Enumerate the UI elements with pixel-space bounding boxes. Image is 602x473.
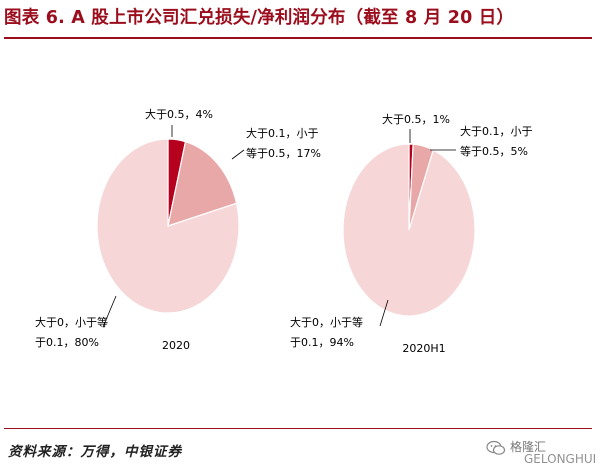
leader-line bbox=[231, 149, 245, 160]
slice-label-line: 大于0，小于等 bbox=[290, 315, 363, 329]
leader-line bbox=[102, 295, 117, 328]
wechat-icon bbox=[486, 440, 506, 455]
slice-label-line: 于0.1，80% bbox=[35, 336, 99, 349]
slice-label: 大于0.5，4% bbox=[145, 107, 213, 121]
slice-label: 大于0.1，小于等于0.5，5% bbox=[460, 124, 533, 158]
slice-label-line: 等于0.5，17% bbox=[246, 146, 321, 160]
watermark-line1: 格隆汇 bbox=[510, 440, 547, 454]
watermark: 格隆汇 GELONGHUI bbox=[486, 438, 598, 470]
slice-label: 大于0.5，1% bbox=[382, 112, 450, 126]
slice-label-line: 于0.1，94% bbox=[290, 336, 354, 349]
slice-label: 大于0.1，小于等于0.5，17% bbox=[246, 126, 321, 160]
pie-slice bbox=[342, 143, 476, 317]
slice-label-line: 大于0.1，小于 bbox=[246, 126, 319, 140]
pie-slice bbox=[167, 140, 238, 227]
source-note: 资料来源：万得，中银证券 bbox=[8, 444, 182, 460]
slice-label-line: 大于0.1，小于 bbox=[460, 124, 533, 138]
watermark-line2: GELONGHUI bbox=[524, 452, 597, 466]
slice-label: 大于0，小于等于0.1，80% bbox=[35, 315, 108, 349]
title-rule bbox=[4, 37, 592, 39]
slice-label-line: 大于0，小于等 bbox=[35, 315, 108, 329]
pie-xlabel: 2020 bbox=[162, 339, 190, 352]
chart-title: 图表 6. A 股上市公司汇兑损失/净利润分布（截至 8 月 20 日） bbox=[4, 8, 515, 28]
pie-chart-1: 大于0.5，4% 大于0.1，小于等于0.5，17% 大于0，小于等于0.1，80%… bbox=[35, 107, 321, 352]
pie-xlabel: 2020H1 bbox=[402, 342, 445, 355]
slice-label: 大于0，小于等于0.1，94% bbox=[290, 315, 363, 349]
pie-chart-2: 大于0.5，1% 大于0.1，小于等于0.5，5% 大于0，小于等于0.1，94% 2… bbox=[290, 112, 533, 355]
pie-slice bbox=[96, 138, 240, 314]
leader-line bbox=[379, 299, 389, 327]
slice-label-line: 等于0.5，5% bbox=[460, 144, 528, 158]
slice-label-line: 大于0.5，4% bbox=[145, 107, 213, 121]
source-rule bbox=[4, 428, 592, 429]
slice-label-line: 大于0.5，1% bbox=[382, 112, 450, 126]
